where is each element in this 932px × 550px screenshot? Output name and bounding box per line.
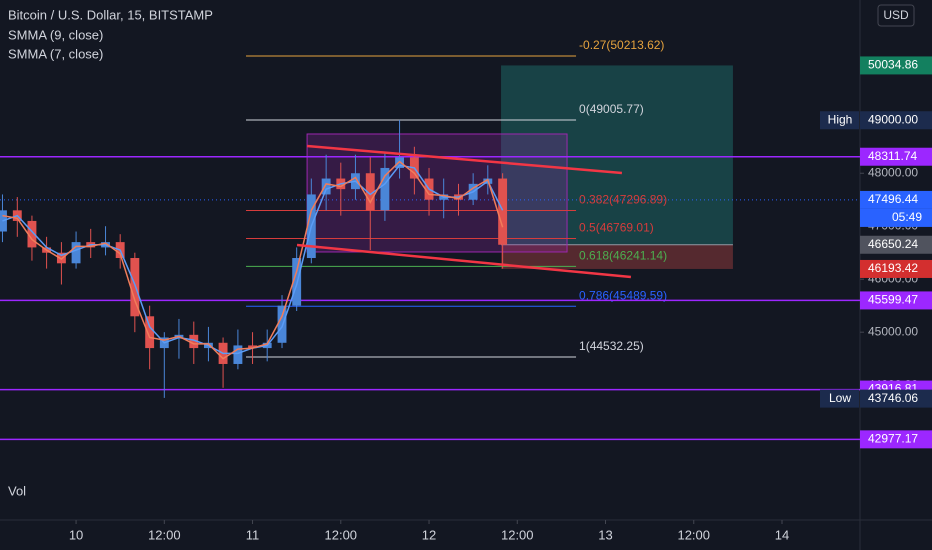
fib-label: 0.618(46241.14) xyxy=(579,249,667,263)
volume-legend[interactable]: Vol xyxy=(8,483,26,498)
currency-label[interactable]: USD xyxy=(883,8,909,22)
price-tag-box xyxy=(820,111,859,130)
y-tick-label: 45000.00 xyxy=(868,324,918,338)
y-tick-label: 48000.00 xyxy=(868,165,918,179)
candle-body xyxy=(56,252,66,264)
price-label-box xyxy=(860,111,932,130)
trend-line xyxy=(296,243,632,279)
target-zone xyxy=(501,65,733,245)
candle-body xyxy=(248,345,257,349)
fib-label: 0.382(47296.89) xyxy=(579,193,667,207)
price-label-box xyxy=(860,389,932,408)
price-label-box xyxy=(860,430,932,449)
candle-body xyxy=(71,242,81,264)
price-label: 43746.06 xyxy=(868,391,918,405)
countdown-box xyxy=(860,208,932,227)
price-label-box xyxy=(860,190,932,209)
indicator-line xyxy=(2,160,504,360)
overlay: Bitcoin / U.S. Dollar, 15, BITSTAMP SMMA… xyxy=(8,4,932,498)
price-label: 46193.42 xyxy=(868,261,918,275)
x-tick-label: 12:00 xyxy=(148,527,181,542)
price-label: 49000.00 xyxy=(868,112,918,126)
price-tag: High xyxy=(828,112,853,126)
indicator-legend[interactable]: SMMA (9, close) xyxy=(8,27,103,42)
price-label-box xyxy=(860,291,932,310)
price-label: 47496.44 xyxy=(868,192,918,206)
fib-label: 0(49005.77) xyxy=(579,102,644,116)
price-label-box xyxy=(860,235,932,254)
candle-body xyxy=(130,258,140,317)
price-label: 45599.47 xyxy=(868,293,918,307)
countdown: 05:49 xyxy=(892,210,922,224)
candle-body xyxy=(277,305,287,343)
fib-label: 1(44532.25) xyxy=(579,339,644,353)
price-label: 46650.24 xyxy=(868,237,918,251)
candle-body xyxy=(365,173,375,211)
currency-button[interactable] xyxy=(877,4,915,27)
candle-body xyxy=(233,345,243,364)
candle-body xyxy=(27,220,37,248)
price-tag: Low xyxy=(829,391,851,405)
x-tick-label: 12:00 xyxy=(677,527,710,542)
price-label-box xyxy=(860,259,932,278)
x-tick-label: 12:00 xyxy=(325,527,358,542)
x-tick-label: 10 xyxy=(69,527,83,542)
price-label-box xyxy=(860,147,932,166)
candle-body xyxy=(145,316,155,349)
stop-zone xyxy=(501,244,733,269)
price-label: 42977.17 xyxy=(868,432,918,446)
candle-body xyxy=(395,157,405,168)
candle-body xyxy=(321,178,331,195)
candle-body xyxy=(189,334,199,349)
price-tag-box xyxy=(820,389,859,408)
fib-label: -0.27(50213.62) xyxy=(579,38,664,52)
fib-label: 0.786(45489.59) xyxy=(579,288,667,302)
x-tick-label: 13 xyxy=(598,527,612,542)
x-tick-label: 12:00 xyxy=(501,527,534,542)
indicator-legend[interactable]: SMMA (7, close) xyxy=(8,46,103,61)
x-tick-label: 14 xyxy=(775,527,789,542)
x-tick-label: 12 xyxy=(422,527,436,542)
candle-body xyxy=(380,167,390,211)
fib-label: 0.5(46769.01) xyxy=(579,221,654,235)
symbol-title: Bitcoin / U.S. Dollar, 15, BITSTAMP xyxy=(8,7,213,22)
x-tick-label: 11 xyxy=(246,527,260,542)
price-label: 48311.74 xyxy=(868,149,917,163)
price-label: 50034.86 xyxy=(868,58,918,72)
price-label-box xyxy=(860,56,932,75)
candle-body xyxy=(498,178,508,245)
trend-line xyxy=(306,144,623,175)
